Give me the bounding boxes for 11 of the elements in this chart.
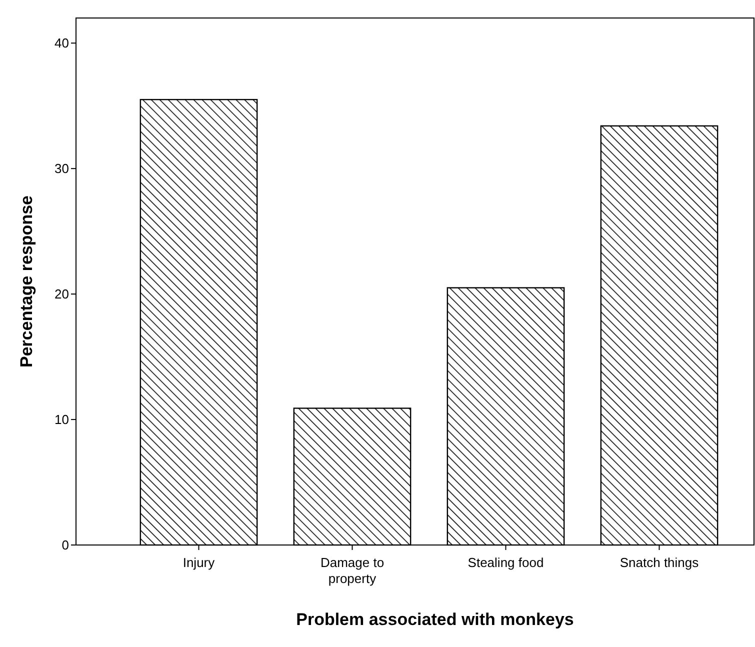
y-tick-label: 0 [62, 538, 69, 553]
y-tick-label: 10 [54, 412, 69, 428]
x-axis-title: Problem associated with monkeys [296, 610, 574, 629]
x-tick-label: Damage to property [320, 555, 384, 586]
x-tick-label: Injury [182, 555, 216, 570]
x-tick-label: Snatch things [620, 555, 700, 570]
y-axis-title: Percentage response [17, 196, 36, 368]
y-tick-label: 30 [54, 161, 69, 176]
y-tick-label: 40 [54, 36, 69, 51]
y-tick-label: 20 [54, 286, 69, 302]
x-tick-label: Stealing food [468, 555, 544, 570]
